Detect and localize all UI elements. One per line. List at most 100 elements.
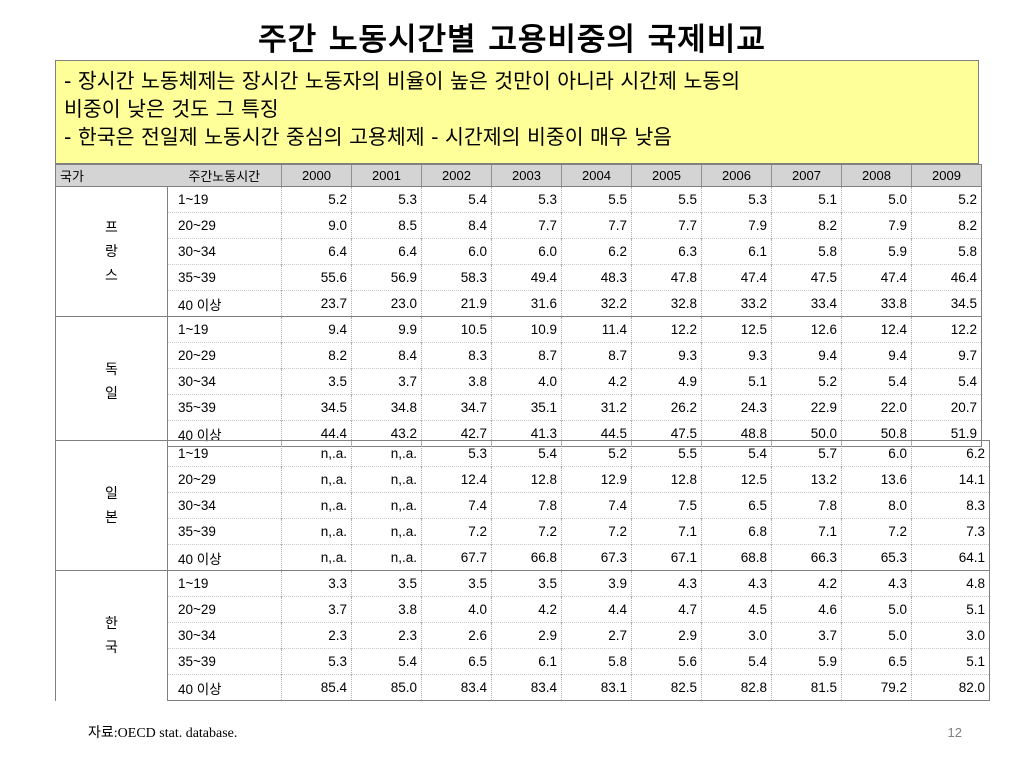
value-cell: 5.4: [491, 440, 562, 467]
value-cell: 82.0: [911, 674, 990, 701]
value-cell: 4.0: [491, 368, 562, 395]
value-cell: 5.0: [841, 596, 912, 623]
table-row: 한 국 1~19 3.3 3.5 3.5 3.5 3.9 4.3 4.3 4.2 4.3 4.8: [55, 570, 990, 701]
hours-range: 30~34: [167, 492, 282, 519]
country-syllable: 독: [105, 361, 118, 378]
hours-range: 30~34: [167, 622, 282, 649]
hours-range: 1~19: [167, 440, 282, 467]
value-cell: 47.4: [701, 264, 772, 291]
hours-range: 1~19: [167, 186, 282, 213]
table-row: 일 본 1~19 n,.a. n,.a. 5.3 5.4 5.2 5.5 5.4 5.7 6.0 6.2: [55, 440, 990, 571]
value-cell: 12.9: [561, 466, 632, 493]
note-line: - 한국은 전일제 노동시간 중심의 고용체제 - 시간제의 비중이 매우 낮음: [64, 125, 673, 149]
value-cell: 7.7: [561, 212, 632, 239]
summary-note-box: - 장시간 노동체제는 장시간 노동자의 비율이 높은 것만이 아니라 시간제 …: [55, 60, 979, 164]
table-row: 30~34 2.3 2.3 2.6 2.9 2.7 2.9 3.0 3.7 5.0 3.0: [56, 622, 990, 649]
country-syllable: 본: [105, 509, 118, 526]
value-cell: 67.3: [561, 544, 632, 571]
header-country: 국가: [55, 164, 168, 187]
value-cell: 6.3: [631, 238, 702, 265]
value-cell: 14.1: [911, 466, 990, 493]
value-cell: 67.1: [631, 544, 702, 571]
value-cell: 82.5: [631, 674, 702, 701]
header-year: 2001: [351, 164, 422, 187]
table-row: 프 랑 스 1~19 5.2 5.3 5.4 5.3 5.5 5.5 5.3 5.1 5.0 5.2: [55, 186, 982, 317]
country-syllable: 프: [105, 219, 118, 236]
value-cell: 7.2: [561, 518, 632, 545]
value-cell: 34.5: [911, 290, 982, 317]
value-cell: 9.4: [771, 342, 842, 369]
value-cell: 6.5: [701, 492, 772, 519]
value-cell: 9.4: [281, 316, 352, 343]
country-syllable: 일: [105, 385, 118, 402]
value-cell: 22.9: [771, 394, 842, 421]
hours-range: 20~29: [167, 342, 282, 369]
header-year: 2007: [771, 164, 842, 187]
table-row: 20~29 8.2 8.4 8.3 8.7 8.7 9.3 9.3 9.4 9.4 9.7: [56, 342, 982, 369]
value-cell: 2.3: [351, 622, 422, 649]
source-text: :OECD stat. database.: [113, 726, 238, 741]
country-syllable: 한: [105, 615, 118, 632]
value-cell: 9.0: [281, 212, 352, 239]
value-cell: 5.2: [561, 440, 632, 467]
value-cell: 12.8: [491, 466, 562, 493]
header-year: 2008: [841, 164, 912, 187]
value-cell: 3.9: [561, 570, 632, 597]
value-cell: 7.7: [631, 212, 702, 239]
header-year: 2009: [911, 164, 982, 187]
value-cell: 5.9: [841, 238, 912, 265]
value-cell: 35.1: [491, 394, 562, 421]
value-cell: 5.4: [351, 648, 422, 675]
value-cell: 6.0: [491, 238, 562, 265]
value-cell: 33.8: [841, 290, 912, 317]
value-cell: 3.5: [281, 368, 352, 395]
page-number: 12: [947, 725, 962, 740]
country-syllable: 스: [105, 267, 118, 284]
value-cell: 82.8: [701, 674, 772, 701]
value-cell: 7.4: [561, 492, 632, 519]
value-cell: 5.4: [841, 368, 912, 395]
value-cell: 8.2: [911, 212, 982, 239]
value-cell: 3.0: [701, 622, 772, 649]
value-cell: 12.4: [841, 316, 912, 343]
value-cell: 33.4: [771, 290, 842, 317]
value-cell: 3.7: [351, 368, 422, 395]
value-cell: 4.6: [771, 596, 842, 623]
header-row: 국가 주간노동시간 2000 2001 2002 2003 2004 2005 2006 2007…: [55, 164, 982, 187]
value-cell: 9.3: [631, 342, 702, 369]
value-cell: 47.4: [841, 264, 912, 291]
employment-table-lower: 일 본 1~19 n,.a. n,.a. 5.3 5.4 5.2 5.5 5.4 5.7 6.0 6.2…: [55, 440, 990, 701]
value-cell: 65.3: [841, 544, 912, 571]
value-cell: n,.a.: [281, 544, 352, 571]
value-cell: 21.9: [421, 290, 492, 317]
value-cell: 34.5: [281, 394, 352, 421]
value-cell: 8.5: [351, 212, 422, 239]
value-cell: 66.8: [491, 544, 562, 571]
value-cell: 4.2: [771, 570, 842, 597]
value-cell: 12.5: [701, 316, 772, 343]
value-cell: 2.6: [421, 622, 492, 649]
value-cell: 3.5: [491, 570, 562, 597]
value-cell: 7.2: [841, 518, 912, 545]
value-cell: 64.1: [911, 544, 990, 571]
hours-range: 35~39: [167, 394, 282, 421]
value-cell: 3.5: [351, 570, 422, 597]
value-cell: 34.8: [351, 394, 422, 421]
value-cell: 85.4: [281, 674, 352, 701]
value-cell: n,.a.: [351, 518, 422, 545]
value-cell: 47.5: [771, 264, 842, 291]
value-cell: n,.a.: [351, 466, 422, 493]
header-year: 2006: [701, 164, 772, 187]
hours-range: 20~29: [167, 466, 282, 493]
value-cell: 7.8: [771, 492, 842, 519]
value-cell: 4.7: [631, 596, 702, 623]
value-cell: 5.8: [561, 648, 632, 675]
value-cell: 4.4: [561, 596, 632, 623]
table-row: 35~39 5.3 5.4 6.5 6.1 5.8 5.6 5.4 5.9 6.5 5.1: [56, 648, 990, 675]
hours-range: 20~29: [167, 212, 282, 239]
value-cell: n,.a.: [281, 440, 352, 467]
hours-range: 35~39: [167, 518, 282, 545]
value-cell: 3.0: [911, 622, 990, 649]
